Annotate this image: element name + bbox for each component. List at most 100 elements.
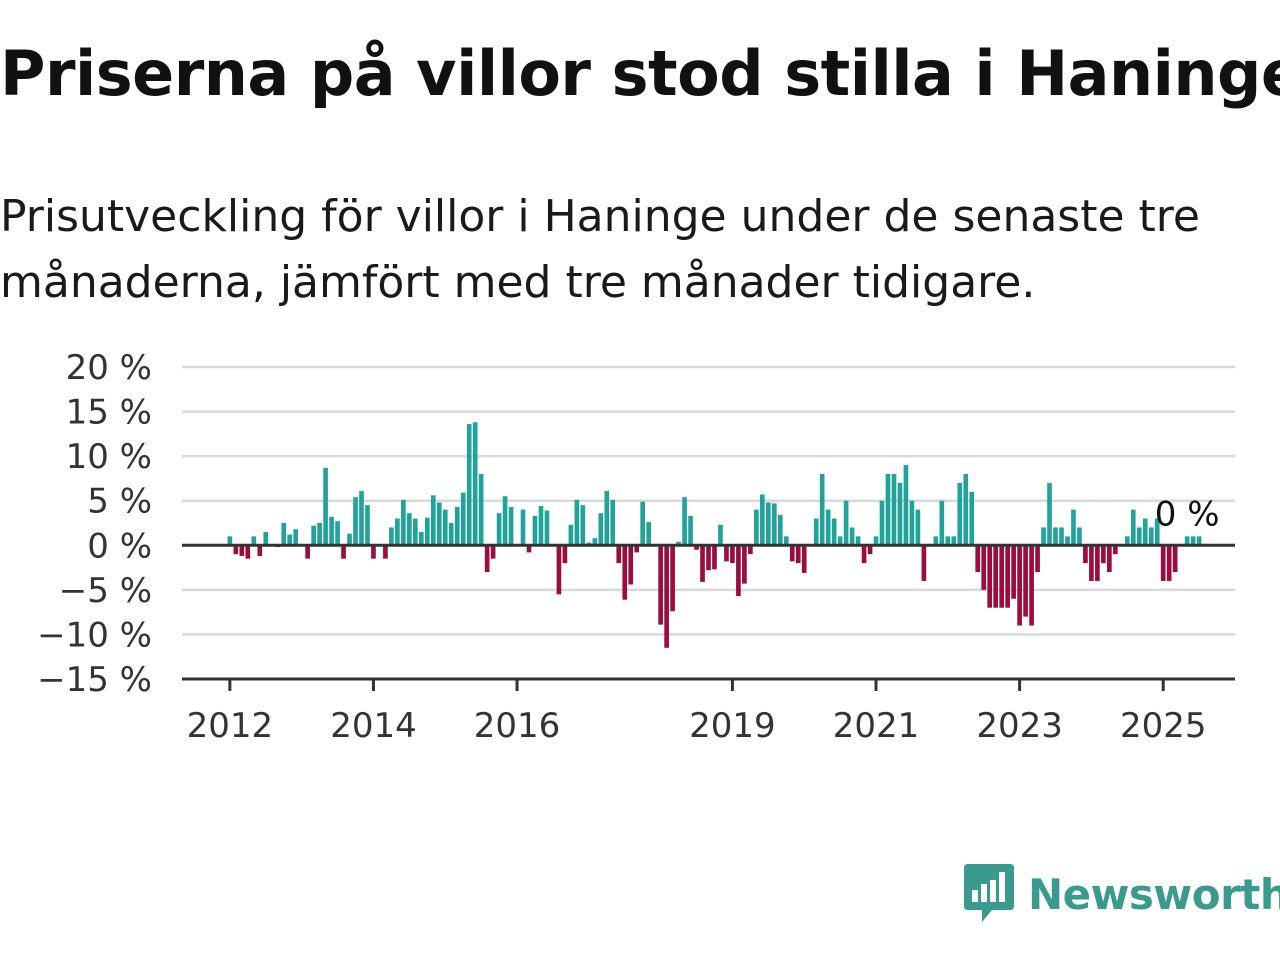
- bar: [604, 490, 610, 546]
- bar: [1023, 545, 1028, 617]
- bar: [335, 521, 340, 546]
- bar: [1083, 545, 1088, 564]
- bar: [765, 502, 771, 546]
- latest-value-annotation: 0 %: [1155, 494, 1220, 534]
- bar: [592, 538, 598, 546]
- newsworthy-logo: Newsworthy: [964, 864, 1280, 924]
- bar: [742, 545, 747, 584]
- bar: [1077, 527, 1082, 546]
- bar: [1160, 545, 1166, 581]
- brand-name: Newsworthy: [1028, 869, 1280, 919]
- bar: [478, 473, 484, 546]
- bar: [311, 525, 316, 546]
- bar: [640, 501, 646, 546]
- bar: [347, 533, 352, 546]
- bar: [754, 509, 759, 546]
- bar-chart-speech-bubble-icon: [964, 864, 1014, 922]
- x-tick-label: 2021: [833, 706, 920, 746]
- bar: [323, 467, 328, 546]
- bar: [748, 545, 753, 555]
- bar: [1095, 545, 1100, 581]
- bar: [945, 536, 951, 546]
- bar: [1142, 518, 1148, 546]
- bar: [921, 545, 927, 581]
- bar: [706, 545, 711, 571]
- bar: [1113, 545, 1118, 555]
- bar: [502, 496, 508, 546]
- bar: [353, 497, 358, 546]
- bar: [574, 499, 580, 546]
- bar: [951, 536, 957, 546]
- bar: [395, 518, 400, 546]
- bar: [622, 545, 628, 600]
- bar: [891, 473, 897, 546]
- bar: [1041, 527, 1046, 546]
- bar: [933, 536, 939, 546]
- bar: [993, 545, 999, 608]
- bar: [939, 500, 945, 546]
- bar: [1101, 545, 1106, 564]
- bar: [736, 545, 741, 597]
- bar: [1148, 527, 1154, 546]
- bar: [568, 524, 574, 546]
- y-tick-label: −10 %: [37, 615, 152, 655]
- bar: [448, 523, 454, 546]
- bar: [1053, 527, 1058, 546]
- bar: [538, 506, 544, 546]
- y-tick-label: 10 %: [66, 437, 152, 477]
- bar: [520, 509, 526, 546]
- bar: [646, 522, 652, 546]
- bar: [873, 536, 879, 546]
- x-tick-label: 2012: [187, 706, 274, 746]
- bar: [634, 545, 640, 553]
- bar: [598, 513, 604, 546]
- bar: [610, 499, 616, 546]
- bar: [1130, 509, 1136, 546]
- bar: [1011, 545, 1016, 599]
- x-tick-label: 2025: [1120, 706, 1207, 746]
- bar: [227, 536, 233, 546]
- y-tick-label: −15 %: [37, 660, 152, 700]
- bar: [688, 515, 693, 546]
- bar: [963, 473, 969, 546]
- y-tick-label: 0 %: [87, 526, 152, 566]
- bar: [694, 545, 699, 550]
- bar: [1184, 536, 1190, 546]
- bar: [1017, 545, 1022, 626]
- bar: [897, 482, 903, 546]
- bar: [1166, 545, 1172, 581]
- bar: [849, 527, 855, 546]
- bar: [442, 509, 448, 546]
- bar: [903, 465, 909, 546]
- bar: [383, 545, 388, 559]
- bar: [556, 545, 562, 595]
- bar: [1059, 527, 1064, 546]
- bar: [771, 503, 777, 546]
- bar: [783, 536, 789, 546]
- bar: [915, 509, 921, 546]
- bar: [831, 518, 837, 546]
- bar: [670, 545, 675, 612]
- bar: [819, 473, 825, 546]
- bar: [1029, 545, 1034, 626]
- bar: [341, 545, 346, 559]
- bar: [281, 523, 287, 546]
- bar: [987, 545, 993, 608]
- bar: [1154, 518, 1160, 546]
- bar: [813, 518, 819, 546]
- chart-title: Priserna på villor stod stilla i Haninge: [0, 37, 1280, 110]
- bar: [413, 518, 418, 546]
- bar: [855, 536, 861, 546]
- y-tick-label: −5 %: [59, 571, 152, 611]
- bar: [724, 545, 729, 562]
- bar: [700, 545, 705, 582]
- y-tick-label: 20 %: [66, 348, 152, 388]
- bar: [1107, 545, 1112, 573]
- bar: [801, 545, 807, 573]
- bar: [664, 545, 669, 648]
- bar: [730, 545, 735, 564]
- bar: [532, 515, 538, 546]
- bar: [389, 527, 394, 546]
- bar: [239, 545, 245, 556]
- bar: [682, 497, 687, 546]
